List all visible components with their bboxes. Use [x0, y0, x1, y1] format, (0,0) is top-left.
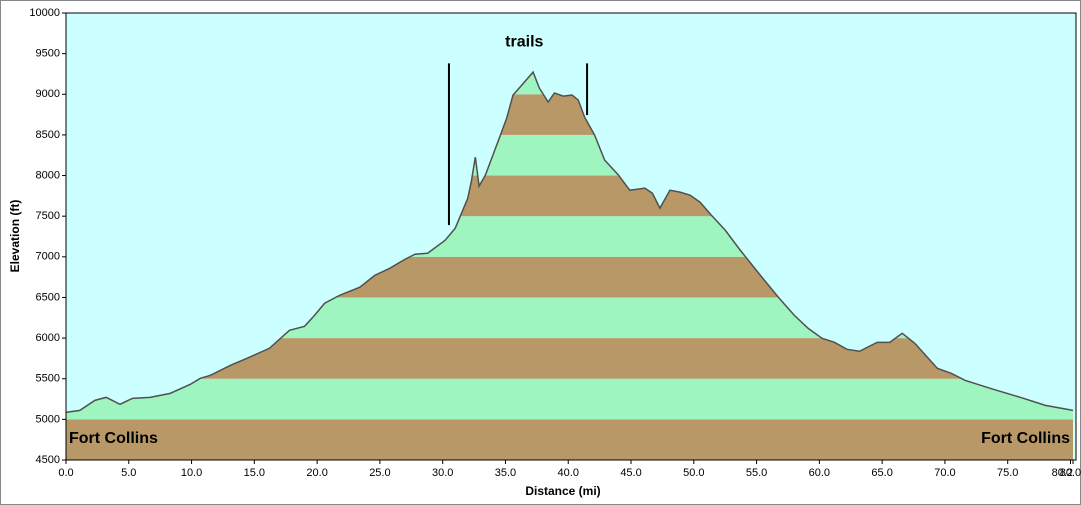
y-tick-label: 7500	[36, 210, 60, 222]
y-tick-label: 6000	[36, 332, 60, 344]
x-tick-label: 50.0	[683, 467, 704, 479]
x-tick-label: 80.0	[1060, 467, 1081, 479]
annotation: trails	[505, 33, 543, 50]
x-tick-label: 75.0	[997, 467, 1018, 479]
elevation-line	[65, 70, 1074, 414]
elevation-band	[66, 378, 1073, 420]
plot-frame	[65, 12, 1077, 461]
y-tick-label: 8500	[36, 129, 60, 141]
x-tick-label: 55.0	[746, 467, 767, 479]
x-tick-label: 0.0	[58, 467, 73, 479]
y-tick-label: 10000	[29, 7, 60, 19]
x-tick-label: 80.2	[1052, 467, 1073, 479]
x-tick-label: 30.0	[432, 467, 453, 479]
y-tick-label: 9500	[36, 48, 60, 60]
y-tick-label: 5500	[36, 373, 60, 385]
x-tick-label: 60.0	[809, 467, 830, 479]
x-tick-label: 5.0	[121, 467, 136, 479]
y-tick-label: 7000	[36, 251, 60, 263]
x-tick-label: 10.0	[181, 467, 202, 479]
y-tick-label: 8000	[36, 169, 60, 181]
y-tick-label: 5000	[36, 413, 60, 425]
y-tick-label: 4500	[36, 454, 60, 466]
y-tick-label: 6500	[36, 291, 60, 303]
x-tick-label: 45.0	[620, 467, 641, 479]
x-tick-label: 35.0	[495, 467, 516, 479]
x-tick-label: 40.0	[558, 467, 579, 479]
x-tick-label: 65.0	[871, 467, 892, 479]
elevation-band	[66, 419, 1073, 460]
x-tick-label: 15.0	[244, 467, 265, 479]
y-tick-label: 9000	[36, 88, 60, 100]
annotation: Fort Collins	[69, 430, 158, 447]
x-axis-label: Distance (mi)	[525, 484, 600, 498]
x-tick-label: 25.0	[369, 467, 390, 479]
y-axis-label: Elevation (ft)	[8, 200, 22, 273]
x-tick-label: 20.0	[306, 467, 327, 479]
annotation: Fort Collins	[981, 430, 1070, 447]
x-tick-label: 70.0	[934, 467, 955, 479]
